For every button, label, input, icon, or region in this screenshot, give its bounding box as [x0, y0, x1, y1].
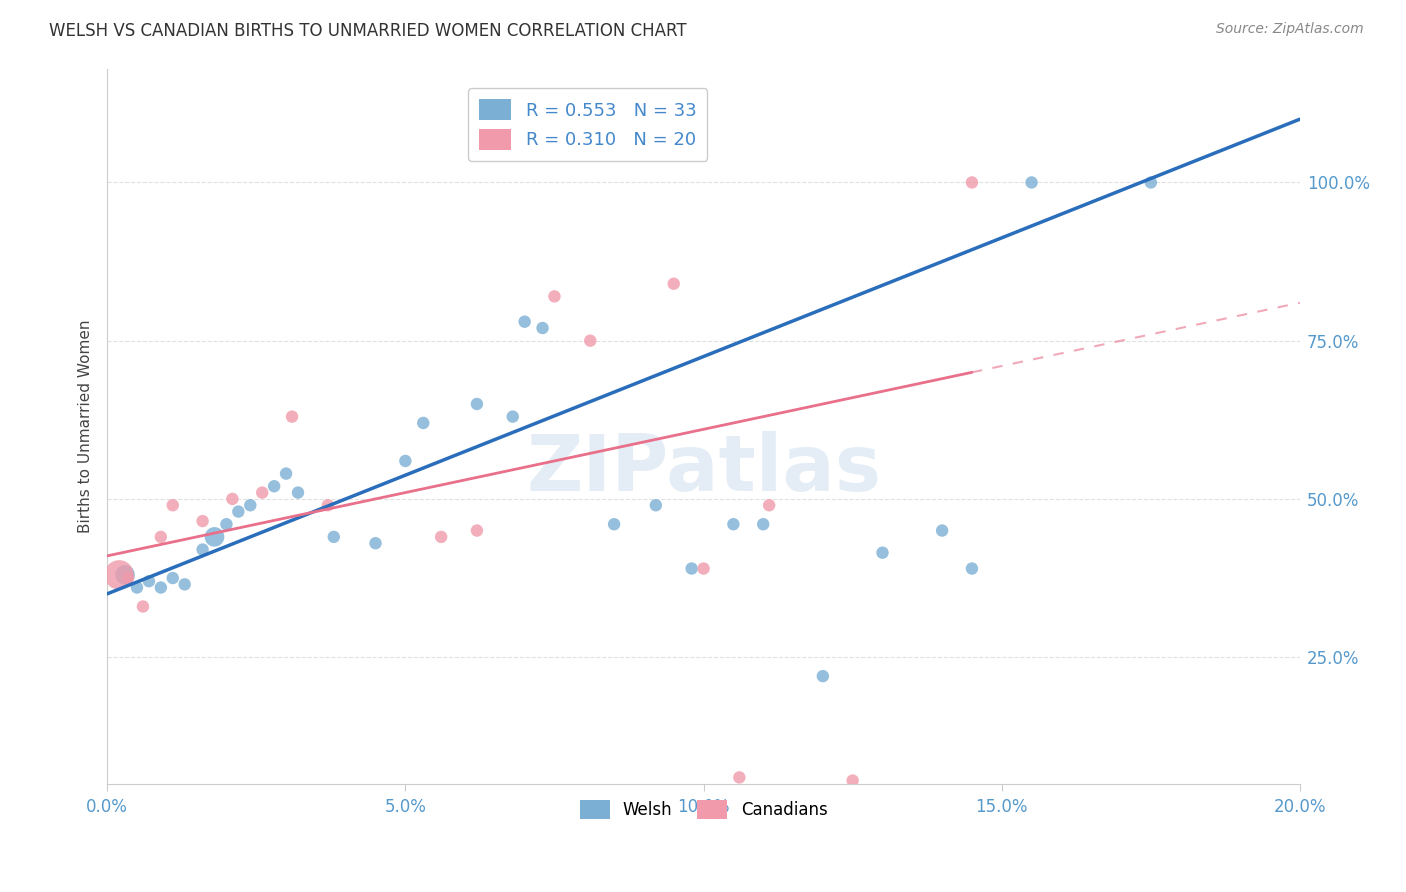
Point	[263, 479, 285, 493]
Point	[692, 561, 714, 575]
Point	[502, 409, 524, 424]
Text: ZIPatlas: ZIPatlas	[526, 431, 882, 507]
Point	[316, 498, 339, 512]
Point	[239, 498, 262, 512]
Point	[149, 530, 172, 544]
Point	[513, 315, 536, 329]
Point	[132, 599, 155, 614]
Point	[215, 517, 238, 532]
Point	[252, 485, 274, 500]
Point	[173, 577, 195, 591]
Point	[322, 530, 344, 544]
Point	[394, 454, 416, 468]
Point	[465, 397, 488, 411]
Point	[287, 485, 309, 500]
Point	[603, 517, 626, 532]
Point	[841, 773, 863, 788]
Point	[281, 409, 304, 424]
Point	[543, 289, 565, 303]
Point	[662, 277, 685, 291]
Point	[162, 498, 184, 512]
Point	[228, 505, 250, 519]
Point	[644, 498, 666, 512]
Point	[872, 546, 894, 560]
Point	[728, 771, 751, 785]
Point	[149, 581, 172, 595]
Point	[430, 530, 453, 544]
Point	[191, 514, 214, 528]
Legend: Welsh, Canadians: Welsh, Canadians	[572, 793, 834, 825]
Point	[204, 530, 226, 544]
Point	[811, 669, 834, 683]
Point	[117, 571, 139, 585]
Point	[138, 574, 160, 589]
Point	[960, 176, 983, 190]
Point	[531, 321, 554, 335]
Point	[191, 542, 214, 557]
Point	[465, 524, 488, 538]
Point	[162, 571, 184, 585]
Point	[274, 467, 297, 481]
Text: WELSH VS CANADIAN BIRTHS TO UNMARRIED WOMEN CORRELATION CHART: WELSH VS CANADIAN BIRTHS TO UNMARRIED WO…	[49, 22, 688, 40]
Y-axis label: Births to Unmarried Women: Births to Unmarried Women	[79, 319, 93, 533]
Point	[931, 524, 953, 538]
Point	[1021, 176, 1043, 190]
Point	[221, 491, 243, 506]
Point	[1140, 176, 1163, 190]
Point	[681, 561, 703, 575]
Point	[125, 581, 148, 595]
Point	[723, 517, 745, 532]
Point	[579, 334, 602, 348]
Point	[752, 517, 775, 532]
Point	[758, 498, 780, 512]
Point	[114, 567, 136, 582]
Text: Source: ZipAtlas.com: Source: ZipAtlas.com	[1216, 22, 1364, 37]
Point	[108, 567, 131, 582]
Point	[364, 536, 387, 550]
Point	[960, 561, 983, 575]
Point	[412, 416, 434, 430]
